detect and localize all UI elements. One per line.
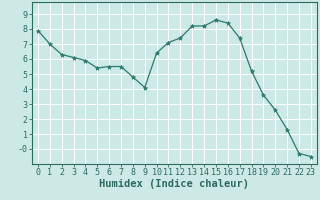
X-axis label: Humidex (Indice chaleur): Humidex (Indice chaleur): [100, 179, 249, 189]
